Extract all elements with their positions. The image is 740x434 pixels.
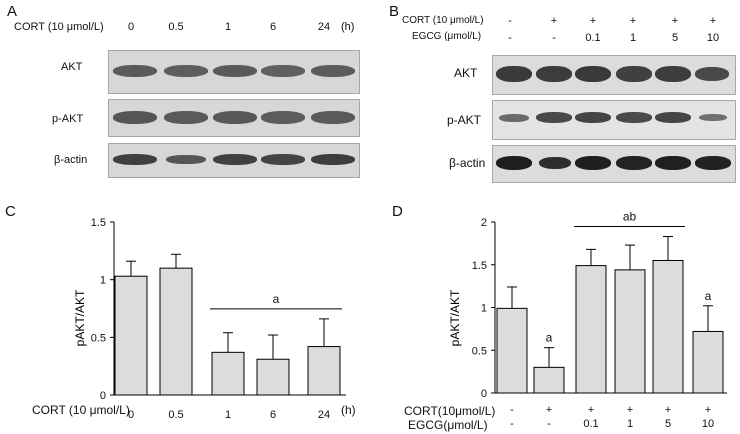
panel-d-bar (652, 259, 684, 394)
panel-c-unit: (h) (341, 403, 356, 417)
panel-d-bar (692, 330, 724, 394)
panel-d-row1-label: CORT(10μmol/L) (404, 404, 496, 418)
panel-b-row2-val-4: 1 (629, 32, 637, 44)
panel-d-row1-val-2: + (545, 404, 553, 416)
panel-c-ytick-label: 1 (100, 275, 106, 287)
panel-a-letter: A (7, 3, 18, 20)
panel-c-category-label: 0.5 (168, 409, 183, 421)
panel-c-category-label: 0 (128, 409, 134, 421)
panel-d-bar (496, 307, 528, 394)
panel-c-bar (307, 346, 341, 396)
panel-d-row2-val-1: - (510, 418, 514, 430)
panel-c-bar (114, 275, 148, 396)
panel-b-row2-val-3: 0.1 (585, 32, 601, 44)
panel-d-significance-label: a (546, 331, 553, 345)
panel-a-time-6: 6 (269, 21, 277, 33)
panel-d-row1-val-4: + (626, 404, 634, 416)
panel-d-row1-val-3: + (587, 404, 595, 416)
panel-d-row2-label: EGCG(μmol/L) (408, 418, 488, 432)
panel-d-bar (575, 265, 607, 394)
panel-a-blot-akt (108, 50, 360, 94)
panel-b-row1-val-1: - (508, 15, 512, 27)
panel-d-row2-val-3: 0.1 (583, 418, 599, 430)
panel-c-category-label: 6 (270, 409, 276, 421)
panel-b-row2-val-1: - (508, 32, 512, 44)
panel-d-row2-val-5: 5 (664, 418, 672, 430)
panel-c-ylabel: pAKT/AKT (73, 289, 87, 346)
panel-a-blot-actin (108, 143, 360, 178)
panel-a-time-24: 24 (317, 21, 331, 33)
panel-d-row2-val-2: - (547, 418, 551, 430)
panel-b-blot-akt (492, 55, 736, 95)
panel-a-blot-pakt (108, 99, 360, 137)
panel-d-significance-label: a (705, 289, 712, 303)
panel-a-blot-label-actin: β-actin (54, 154, 88, 166)
panel-d-bar (533, 366, 565, 394)
panel-a-treatment-label: CORT (10 μmol/L) (14, 21, 104, 33)
panel-d-ylabel: pAKT/AKT (448, 289, 462, 346)
panel-b-row2-val-5: 5 (671, 32, 679, 44)
panel-b-letter: B (389, 3, 400, 20)
panel-b-row2-val-6: 10 (706, 32, 720, 44)
panel-b-row1-val-5: + (671, 15, 679, 27)
panel-c-ytick-label: 0 (100, 390, 106, 402)
panel-b-row2-label: EGCG (μmol/L) (412, 31, 482, 42)
panel-d-row2-val-4: 1 (626, 418, 634, 430)
panel-a-time-1: 1 (224, 21, 232, 33)
panel-b-row1-val-6: + (709, 15, 717, 27)
panel-b-blot-label-actin: β-actin (449, 156, 486, 170)
panel-c-bar (159, 267, 193, 396)
panel-b-row2-val-2: - (552, 32, 556, 44)
panel-d-ytick-label: 1 (481, 303, 487, 315)
panel-d-letter: D (392, 203, 403, 220)
panel-a-blot-label-pakt: p-AKT (52, 113, 84, 125)
panel-d-row1-val-6: + (704, 404, 712, 416)
panel-a-blot-label-akt: AKT (61, 61, 83, 73)
panel-a-time-0: 0 (127, 21, 135, 33)
panel-b-row1-label: CORT (10 μmol/L) (402, 15, 484, 26)
panel-d-bar (614, 269, 646, 394)
panel-c-ytick-label: 0.5 (91, 332, 106, 344)
panel-c-xlabel: CORT (10 μmol/L) (32, 403, 130, 417)
panel-d-row1-val-1: - (510, 404, 514, 416)
panel-d-row1-val-5: + (664, 404, 672, 416)
panel-b-blot-pakt (492, 100, 736, 140)
panel-b-row1-val-2: + (550, 15, 558, 27)
panel-b-blot-label-akt: AKT (454, 66, 478, 80)
panel-b-blot-actin (492, 145, 736, 183)
panel-d-row2-val-6: 10 (701, 418, 715, 430)
panel-c-category-label: 24 (318, 409, 330, 421)
panel-c-letter: C (5, 203, 16, 220)
panel-a-unit: (h) (341, 21, 355, 33)
panel-d-ytick-label: 1.5 (472, 260, 487, 272)
panel-b-row1-val-3: + (589, 15, 597, 27)
panel-c-chart: pAKT/AKT 0 0.5 1 1.5 0 0.5 1 6 24 a (73, 217, 346, 421)
panel-d-ytick-label: 0 (481, 388, 487, 400)
panel-d-significance-label: ab (623, 210, 637, 224)
panel-c-category-label: 1 (225, 409, 231, 421)
panel-b-row1-val-4: + (629, 15, 637, 27)
panel-a-time-0.5: 0.5 (168, 21, 184, 33)
panel-b-blot-label-pakt: p-AKT (447, 113, 482, 127)
panel-c-ytick-label: 1.5 (91, 217, 106, 229)
panel-c-significance-label: a (273, 292, 280, 306)
panel-d-ytick-label: 2 (481, 217, 487, 229)
panel-d-ytick-label: 0.5 (472, 345, 487, 357)
